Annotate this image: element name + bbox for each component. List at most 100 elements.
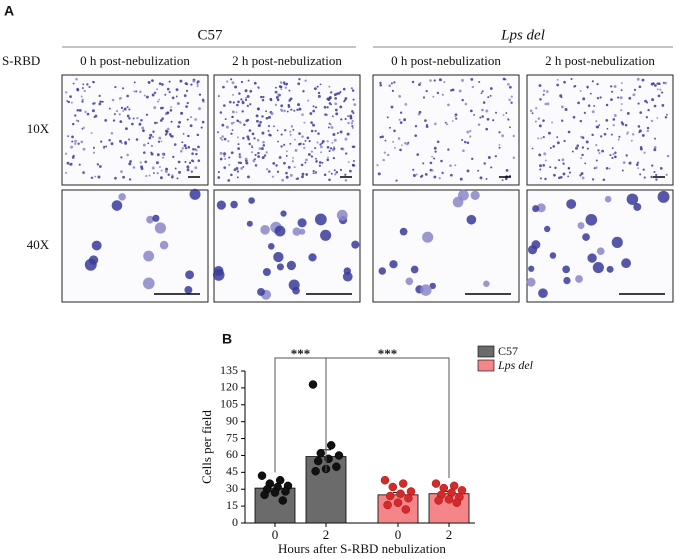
cell xyxy=(310,150,314,153)
cell xyxy=(655,173,658,177)
cell xyxy=(563,276,571,285)
cell xyxy=(142,277,155,290)
cell xyxy=(328,122,331,125)
cell xyxy=(351,126,354,129)
cell xyxy=(289,142,292,145)
cell xyxy=(510,95,513,98)
cell xyxy=(242,136,245,140)
cell xyxy=(275,96,279,99)
cell xyxy=(246,118,250,122)
cell xyxy=(315,157,317,160)
cell xyxy=(136,116,139,120)
cell xyxy=(98,102,102,106)
cell xyxy=(221,135,225,138)
cell xyxy=(99,100,102,104)
cell xyxy=(233,168,237,172)
cell xyxy=(510,101,513,104)
cell xyxy=(240,166,244,170)
cell xyxy=(183,94,187,98)
cell xyxy=(254,164,258,167)
cell xyxy=(330,126,334,129)
cell xyxy=(151,135,155,139)
cell xyxy=(399,227,408,236)
cell xyxy=(223,154,226,158)
cell xyxy=(595,159,598,162)
cell xyxy=(249,89,253,93)
cell xyxy=(232,101,235,104)
cell xyxy=(596,125,600,129)
cell xyxy=(414,124,418,128)
cell xyxy=(323,173,327,177)
data-point xyxy=(311,466,320,476)
cell xyxy=(71,122,75,126)
cell xyxy=(549,146,552,150)
cell xyxy=(501,179,504,182)
cell xyxy=(289,130,292,133)
cell xyxy=(92,102,95,105)
cell xyxy=(287,103,290,107)
cell xyxy=(221,123,225,127)
cell xyxy=(185,105,188,108)
cell xyxy=(622,161,626,165)
cell xyxy=(74,139,77,143)
cell xyxy=(143,250,155,262)
cell xyxy=(248,142,251,146)
cell xyxy=(71,140,74,143)
data-point xyxy=(332,462,341,471)
cell xyxy=(297,103,301,107)
cell xyxy=(611,147,614,150)
cell xyxy=(327,126,330,129)
cell xyxy=(234,85,238,89)
cell xyxy=(635,163,639,166)
cell xyxy=(326,106,329,109)
cell xyxy=(661,103,665,107)
data-point xyxy=(278,496,288,505)
cell xyxy=(657,190,670,203)
cell xyxy=(118,113,121,116)
cell xyxy=(92,151,96,154)
cell xyxy=(273,251,284,263)
cell xyxy=(274,103,278,107)
column-label: 2 h post-nebulization xyxy=(545,53,655,68)
cell xyxy=(466,130,470,134)
cell xyxy=(142,129,145,133)
cell xyxy=(283,109,286,113)
cell xyxy=(657,94,661,98)
cell xyxy=(179,79,183,83)
cell xyxy=(619,96,623,100)
cell xyxy=(185,83,189,86)
cell xyxy=(502,77,506,81)
cell xyxy=(653,104,657,108)
cell xyxy=(74,114,77,117)
cell xyxy=(393,146,396,149)
cell xyxy=(98,94,101,97)
cell xyxy=(312,123,315,127)
cell xyxy=(473,113,476,116)
cell xyxy=(288,89,291,92)
cell xyxy=(577,101,580,105)
cell xyxy=(556,83,559,87)
cell xyxy=(613,114,617,117)
data-point xyxy=(401,505,411,514)
cell xyxy=(644,99,647,103)
cell xyxy=(152,172,155,174)
cell xyxy=(581,176,585,180)
cell xyxy=(195,152,198,156)
cell xyxy=(201,120,205,124)
cell xyxy=(351,164,354,167)
cell xyxy=(340,118,343,121)
cell xyxy=(75,119,78,122)
cell xyxy=(200,126,203,129)
cell xyxy=(328,85,331,88)
cell xyxy=(128,138,131,141)
cell xyxy=(564,108,568,112)
data-point xyxy=(324,454,333,464)
cell xyxy=(636,77,640,81)
cell xyxy=(177,125,180,129)
cell xyxy=(146,215,155,224)
cell xyxy=(459,177,463,181)
cell xyxy=(72,82,75,85)
cell xyxy=(546,102,550,106)
cell xyxy=(143,151,146,154)
cell xyxy=(330,172,333,175)
